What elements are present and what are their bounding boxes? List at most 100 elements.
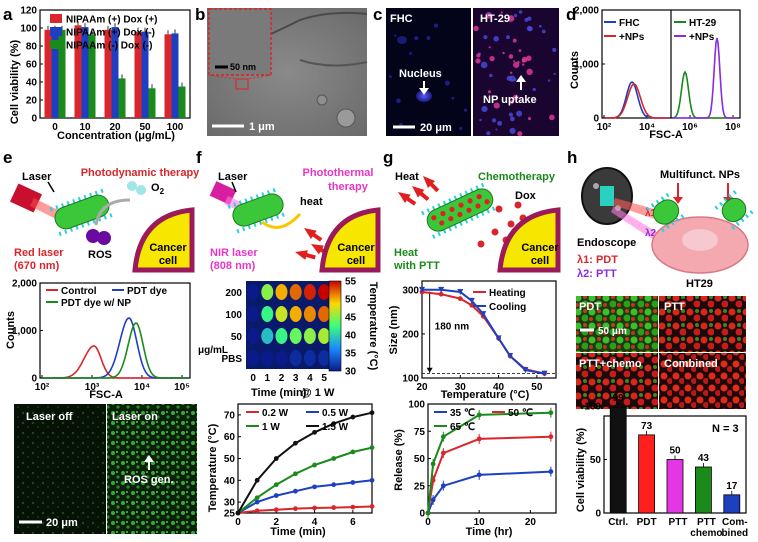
np-body: [721, 197, 747, 223]
np-spike: [275, 214, 280, 219]
e-xlabel: FSC-A: [89, 389, 123, 401]
gs-point: [438, 286, 445, 293]
a-bar: [171, 33, 179, 118]
plot-frame: [427, 403, 557, 514]
a-xtick-label: 20: [109, 122, 121, 133]
d-xtick-label: 10²: [597, 122, 612, 133]
fl-point: [254, 477, 260, 483]
fl-point: [331, 421, 337, 427]
c-fluorescence-dot: [512, 94, 519, 101]
np-spike: [89, 192, 93, 198]
hb-xtick-label: chemo: [690, 528, 722, 539]
np-dox-dot: [449, 206, 455, 212]
tem-inset-zoom-line-1: [208, 74, 237, 80]
h-cell-label: HT29: [686, 278, 713, 290]
h-img-label-pdt: PDT: [579, 301, 601, 313]
f-source-label-2: (808 nm): [210, 260, 256, 272]
hb-bar: [609, 406, 627, 514]
a-bar: [178, 86, 186, 118]
a-ytick-label: 100: [20, 24, 37, 35]
fl-ytick-label: 25: [224, 509, 236, 520]
np-spike: [480, 211, 485, 216]
f-heat-cell: [247, 284, 260, 300]
g-cell-label-1: Cancer: [521, 242, 559, 254]
a-legend-swatch: [50, 27, 62, 36]
c-fluorescence-dot: [512, 38, 517, 43]
fl-point: [369, 445, 375, 450]
e-curves: [42, 317, 188, 379]
fl-point: [331, 456, 337, 461]
gs-legend-label: Heating: [489, 288, 526, 299]
d-curve-ht29-nps: [672, 37, 738, 119]
a-xlabel: Concentration (μg/mL): [57, 130, 175, 142]
np-spike: [437, 231, 441, 237]
np-spike: [442, 229, 447, 234]
ht29-cell-icon: [651, 216, 749, 274]
np-spike: [58, 231, 62, 237]
c-fluorescence-dot: [388, 75, 392, 79]
c-nucleus-left-2: [397, 36, 407, 44]
np-dox-dot: [466, 207, 472, 213]
heat-arrow: [412, 186, 430, 202]
f-heat-cell: [275, 306, 288, 322]
c-nucleus-arrowhead: [419, 88, 429, 95]
e-xtick-label: 10²: [35, 382, 50, 393]
e-xtick-label: 10⁴: [134, 382, 150, 393]
c-fluorescence-dot: [487, 90, 492, 94]
c-fluorescence-dot: [547, 79, 551, 82]
fl-point: [273, 507, 279, 513]
g-ptt-label-1: Heat: [394, 247, 418, 259]
np-spike: [253, 222, 257, 228]
hb-ytick-label: 100: [584, 402, 601, 413]
c-fluorescence-dot: [451, 96, 455, 100]
a-xtick-label: 100: [167, 122, 184, 133]
gs-annotation-arrowhead: [426, 367, 433, 373]
c-fluorescence-dot: [409, 51, 413, 55]
f-heat-col-label: 5: [321, 373, 327, 384]
gs-ytick-label: 200: [402, 329, 419, 340]
np-spike: [459, 221, 463, 227]
gs-legend: Heating Cooling: [473, 288, 526, 313]
e-laser-off-image: [14, 404, 106, 534]
c-fluorescence-dot: [396, 98, 401, 104]
a-ytick-label: 120: [20, 6, 37, 17]
np-dox-dot: [439, 220, 445, 226]
gs-point: [469, 302, 475, 308]
gr-ytick-label: 75: [414, 427, 426, 438]
c-fluorescence-dot: [489, 55, 495, 62]
fl-point: [312, 484, 317, 490]
f-laser-arrow: [231, 181, 237, 193]
c-fluorescence-dot: [541, 29, 546, 34]
np-spike: [464, 190, 469, 195]
hb-data-label: 43: [698, 453, 710, 464]
hb-data-label: 17: [726, 481, 738, 492]
np-spike: [242, 226, 246, 232]
f-heat-cell: [261, 306, 274, 322]
e-curve-pdt-dye: [42, 317, 188, 379]
e-xtick-label: 10⁵: [174, 382, 190, 393]
np-spike: [723, 197, 728, 203]
e-ylabel: Counts: [5, 311, 17, 349]
e-img-scale-label: 20 μm: [46, 517, 78, 529]
fl-point: [293, 440, 298, 446]
c-fluorescence-dot: [510, 100, 514, 104]
c-fluorescence-dot: [516, 110, 523, 117]
np-dox-dot: [448, 216, 454, 222]
np-dox-dot: [457, 211, 463, 218]
fl-point: [273, 482, 279, 488]
gr-xtick-label: 10: [474, 517, 486, 528]
f-heat-cell: [289, 328, 302, 344]
c-fluorescence-dot: [513, 61, 520, 69]
f-colorbar-ticks: 30 35 40 45 50 55: [345, 277, 357, 378]
e-curve-pdt-dye-np: [42, 322, 188, 379]
gs-annotation-label: 180 nm: [435, 322, 470, 333]
panel-b-tem-image: 50 nm 1 μm: [207, 8, 368, 136]
c-fluorescence-dot: [473, 25, 479, 32]
f-heat-col-label: 0: [250, 373, 256, 384]
a-ylabel: Cell viability (%): [9, 39, 21, 124]
fl-legend-label: 0.2 W: [262, 408, 289, 419]
gs-ylabel: Size (nm): [388, 305, 400, 354]
nanoparticle-rod: [227, 188, 285, 234]
gr-axes: 0 25 50 75 100 0 10 20: [408, 400, 557, 528]
